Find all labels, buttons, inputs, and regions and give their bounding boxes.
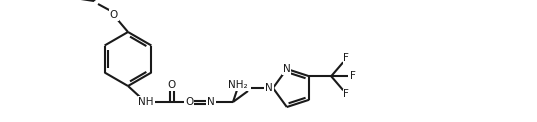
Text: F: F (343, 53, 349, 63)
Text: N: N (265, 83, 273, 93)
Text: O: O (185, 97, 193, 107)
Text: NH₂: NH₂ (228, 80, 248, 90)
Text: F: F (350, 71, 356, 81)
Text: O: O (110, 10, 118, 20)
Text: F: F (343, 89, 349, 99)
Text: N: N (207, 97, 215, 107)
Text: NH: NH (138, 97, 154, 107)
Text: F: F (73, 0, 79, 1)
Text: O: O (168, 80, 176, 90)
Text: N: N (283, 64, 291, 74)
